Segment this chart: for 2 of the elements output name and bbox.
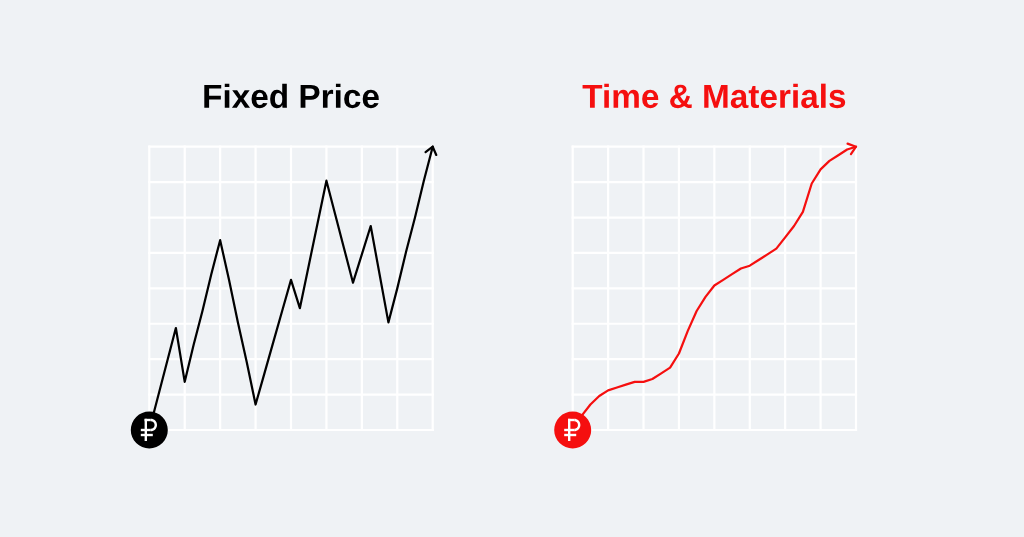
chart-title: Time & Materials	[582, 83, 846, 109]
chart-title: Fixed Price	[204, 83, 379, 109]
